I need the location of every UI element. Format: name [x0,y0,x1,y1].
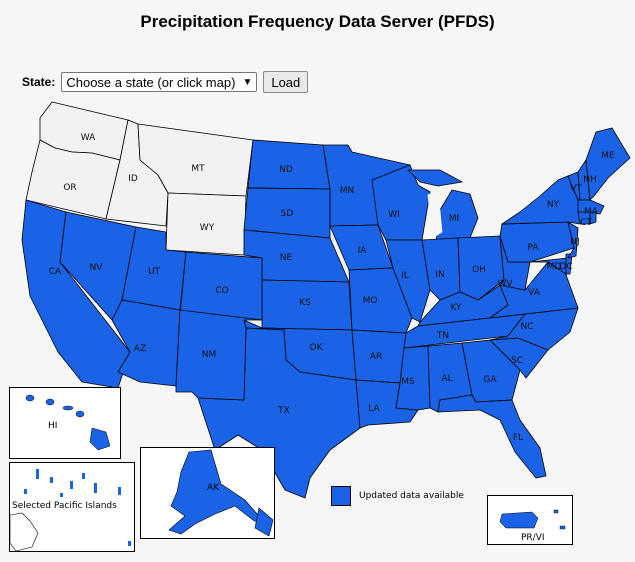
label-NH: NH [583,175,597,185]
label-NV: NV [90,263,104,273]
label-AZ: AZ [134,344,146,354]
state-dropdown-value: Choose a state (or click map) [66,74,236,90]
label-IN: IN [435,270,444,280]
label-ME: ME [601,151,615,161]
label-IA: IA [358,246,368,256]
inset-pacific-islands[interactable]: Selected Pacific Islands [9,462,135,552]
inset-label-pr: PR/VI [521,533,545,543]
state-RI[interactable] [589,211,597,225]
label-WI: WI [388,210,400,220]
label-DC: DC [559,262,572,272]
state-MA[interactable] [577,199,605,215]
label-NM: NM [202,350,217,360]
state-PA[interactable] [499,221,575,263]
label-MD: MD [547,262,562,272]
state-label: State: [22,75,56,89]
state-MI-upper[interactable] [407,169,463,187]
inset-hawaii[interactable]: HI [9,387,121,459]
legend-text: Updated data available [359,491,464,501]
label-AL: AL [441,374,452,384]
label-VT: VT [570,184,582,194]
label-NJ: NJ [570,237,579,247]
label-OH: OH [472,265,486,275]
state-ME[interactable] [585,127,631,201]
inset-pr-vi[interactable]: PR/VI [487,495,573,545]
lake-michigan [427,189,443,239]
label-LA: LA [368,404,380,414]
label-NE: NE [280,253,293,263]
label-CT: CT [580,218,592,228]
state-OH[interactable] [457,235,505,301]
label-SC: SC [511,356,523,366]
label-MS: MS [401,377,415,387]
label-IL: IL [401,271,409,281]
label-TX: TX [277,406,290,416]
label-AR: AR [370,352,382,362]
label-MA: MA [584,207,599,217]
pr-vi-islands [499,509,566,530]
label-PA: PA [527,243,539,253]
chevron-down-icon: ▼ [242,76,253,88]
state-VA[interactable] [489,261,579,319]
page-title: Precipitation Frequency Data Server (PFD… [140,12,495,31]
state-TX[interactable] [197,327,361,499]
label-OK: OK [310,343,324,353]
state-NJ[interactable] [567,221,579,259]
label-TN: TN [436,331,449,341]
state-dropdown[interactable]: Choose a state (or click map) ▼ [61,72,258,92]
hawaii-islands [25,394,111,451]
label-GA: GA [483,375,497,385]
state-NM[interactable] [175,309,263,401]
inset-alaska[interactable]: AK [140,447,275,539]
label-MI: MI [449,214,459,224]
label-NC: NC [520,322,533,332]
label-MT: MT [191,164,205,174]
inset-label-ak: AK [207,483,220,493]
label-VA: VA [528,288,541,298]
label-OR: OR [63,183,76,193]
label-FL: FL [513,433,523,443]
label-WA: WA [81,133,96,143]
label-ND: ND [279,165,293,175]
inset-label-pacific: Selected Pacific Islands [12,501,117,511]
label-CO: CO [215,286,228,296]
label-WV: WV [497,279,513,289]
load-button[interactable]: Load [263,71,309,93]
pacific-islands [9,469,131,552]
label-WY: WY [200,223,215,233]
state-labels: WA OR ID MT WY CA NV UT CO AZ NM ND SD N… [49,133,615,443]
state-FL[interactable] [437,394,547,479]
label-KS: KS [299,298,311,308]
inset-label-hi: HI [48,421,58,431]
state-WI[interactable] [371,164,431,241]
label-MO: MO [363,296,378,306]
label-SD: SD [281,209,294,219]
label-ID: ID [128,174,138,184]
state-selector-row: State: Choose a state (or click map) ▼ L… [22,71,309,93]
label-UT: UT [148,267,161,277]
label-KY: KY [450,303,462,313]
alaska-shape [168,449,274,537]
state-NY[interactable] [501,175,581,225]
label-NY: NY [547,200,560,210]
legend-swatch [331,486,351,506]
state-MO[interactable] [348,267,413,334]
label-CA: CA [49,267,62,277]
legend: Updated data available [331,486,464,506]
label-MN: MN [340,186,355,196]
